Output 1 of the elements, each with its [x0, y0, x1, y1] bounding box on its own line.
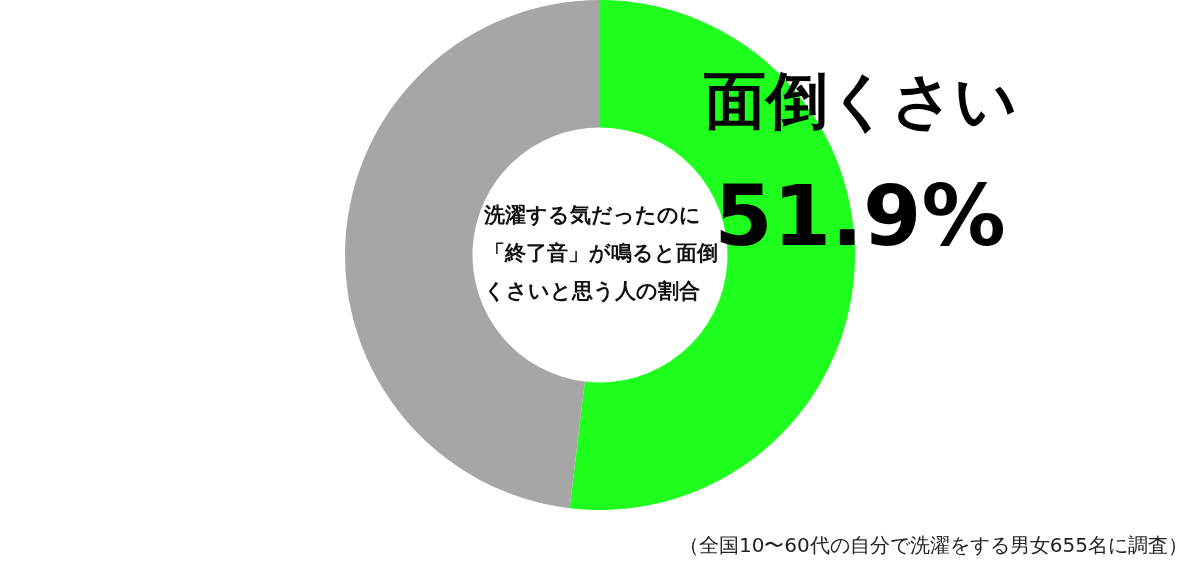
text: （全国10〜60代の自分で洗濯をする男女655名に調査）: [678, 532, 1188, 559]
